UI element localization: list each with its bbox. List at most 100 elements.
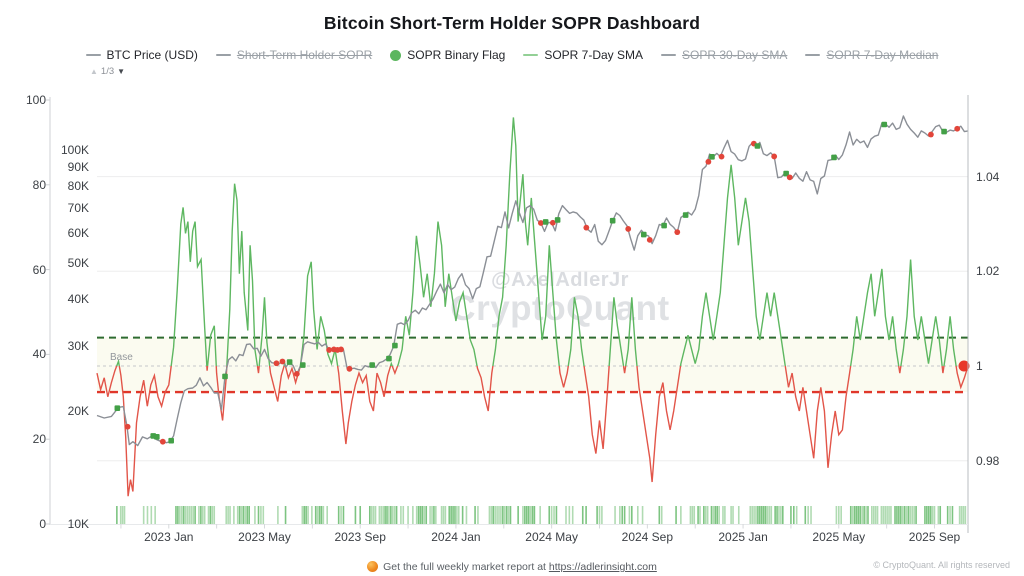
flag-bar (732, 506, 734, 524)
flag-bar (496, 506, 498, 524)
flag-bar (429, 506, 431, 524)
flag-bar (257, 506, 260, 524)
flag-bar (236, 506, 239, 524)
flag-bar (415, 506, 418, 524)
flag-bar (500, 506, 502, 524)
flag-bar (867, 506, 869, 524)
legend-item-short-term-holder-sopr[interactable]: Short-Term Holder SOPR (215, 48, 372, 62)
flag-bar (505, 506, 508, 524)
footer-report-link[interactable]: https://adlerinsight.com (548, 561, 657, 573)
flag-bar (186, 506, 189, 524)
flag-bar (382, 506, 384, 524)
legend-item-sopr-7-day-sma[interactable]: SOPR 7-Day SMA (523, 48, 643, 62)
legend-line-icon (523, 54, 539, 56)
flag-bar (924, 506, 926, 524)
flag-bar (776, 506, 778, 524)
flag-bar (380, 506, 383, 524)
green-square-marker (941, 128, 947, 135)
green-square-marker (392, 342, 398, 349)
flag-bar (524, 506, 526, 524)
flag-bar (240, 506, 243, 524)
flag-bar (525, 506, 528, 524)
flag-bar (946, 506, 949, 524)
flag-bar (207, 506, 210, 524)
flag-bar (890, 506, 892, 524)
flag-bar (254, 506, 256, 524)
legend: BTC Price (USD) Short-Term Holder SOPR SOP… (0, 48, 1024, 62)
flag-bar (568, 506, 571, 524)
flag-bar (395, 506, 398, 524)
flag-bar (913, 506, 915, 524)
flag-bar (421, 506, 424, 524)
flag-bar (927, 506, 930, 524)
flag-bar (780, 506, 782, 524)
legend-item-btc-price-usd-[interactable]: BTC Price (USD) (85, 48, 198, 62)
flag-bar (431, 506, 433, 524)
flag-bar (492, 506, 495, 524)
flag-bar (872, 506, 875, 524)
flag-bar (621, 506, 624, 524)
flag-bar (778, 506, 780, 524)
flag-bar (716, 506, 719, 524)
flag-bar (238, 506, 241, 524)
flag-bar (555, 506, 558, 524)
flag-bar (244, 506, 247, 524)
flag-bar (951, 506, 954, 524)
flag-bar (865, 506, 867, 524)
legend-item-sopr-binary-flag[interactable]: SOPR Binary Flag (390, 48, 505, 62)
red-dot-marker (625, 226, 632, 232)
red-dot-marker (718, 153, 725, 160)
flag-bar (628, 506, 631, 524)
flag-bar (835, 506, 838, 524)
flag-bar (641, 506, 644, 524)
flag-bar (423, 506, 426, 524)
flag-bar (425, 506, 428, 524)
flag-bar (458, 506, 460, 524)
legend-label: SOPR 30-Day SMA (682, 48, 788, 62)
flag-bar (448, 506, 451, 524)
flag-bar (260, 506, 262, 524)
green-square-marker (640, 231, 647, 238)
flag-bar (691, 506, 694, 524)
flag-bar (863, 506, 865, 524)
flag-bar (861, 506, 864, 524)
flag-bar (751, 506, 753, 524)
red-dot-marker (159, 438, 166, 445)
flag-bar (116, 506, 118, 524)
flag-bar (374, 506, 377, 524)
flag-bar (342, 506, 345, 524)
flag-bar (631, 506, 633, 524)
page-title: Bitcoin Short-Term Holder SOPR Dashboard (323, 13, 701, 33)
flag-bar (898, 506, 900, 524)
flag-bar (722, 506, 724, 524)
flag-bar (840, 506, 842, 524)
flag-bar (571, 506, 574, 524)
flag-bar (311, 506, 313, 524)
flag-bar (933, 506, 936, 524)
flag-bar (753, 506, 755, 524)
flag-bar (660, 506, 663, 524)
neutral-band (97, 337, 968, 393)
flag-bar (837, 506, 840, 524)
green-square-marker (154, 434, 160, 440)
flag-bar (307, 506, 309, 524)
flag-bar (962, 506, 965, 524)
flag-bar (452, 506, 454, 524)
flag-bar (710, 506, 713, 524)
flag-bar (706, 506, 709, 524)
flag-bar (490, 506, 493, 524)
legend-item-sopr-30-day-sma[interactable]: SOPR 30-Day SMA (661, 48, 787, 62)
flag-bar (755, 506, 757, 524)
flag-bar (301, 506, 304, 524)
copyright-notice: © CryptoQuant. All rights reserved (873, 560, 1010, 570)
flag-bar (442, 506, 445, 524)
flag-bar (203, 506, 206, 524)
legend-item-sopr-7-day-median[interactable]: SOPR 7-Day Median (805, 48, 938, 62)
flag-bar (958, 506, 961, 524)
flag-bar (303, 506, 306, 524)
page-up-icon[interactable]: ▲ (90, 67, 98, 76)
red-dot-marker (537, 220, 544, 226)
flag-bar (909, 506, 912, 524)
page-down-icon[interactable]: ▼ (117, 67, 126, 76)
